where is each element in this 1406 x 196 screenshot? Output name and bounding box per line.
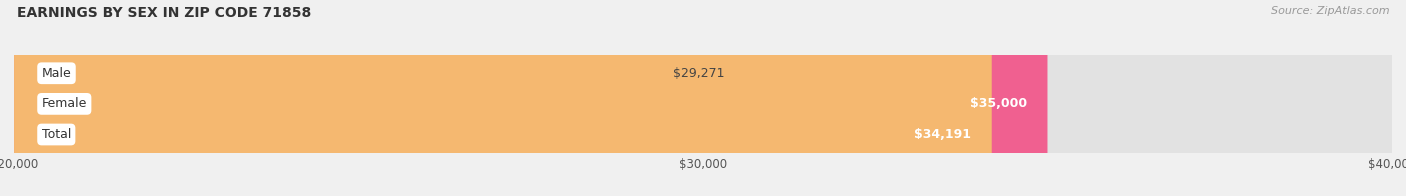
FancyBboxPatch shape xyxy=(14,0,991,196)
FancyBboxPatch shape xyxy=(14,0,1392,196)
Text: $35,000: $35,000 xyxy=(970,97,1026,110)
Text: Total: Total xyxy=(42,128,70,141)
FancyBboxPatch shape xyxy=(14,0,1047,196)
Text: Female: Female xyxy=(42,97,87,110)
Text: Male: Male xyxy=(42,67,72,80)
FancyBboxPatch shape xyxy=(14,0,652,196)
FancyBboxPatch shape xyxy=(14,0,1392,196)
Text: Source: ZipAtlas.com: Source: ZipAtlas.com xyxy=(1271,6,1389,16)
Text: EARNINGS BY SEX IN ZIP CODE 71858: EARNINGS BY SEX IN ZIP CODE 71858 xyxy=(17,6,311,20)
Text: $29,271: $29,271 xyxy=(673,67,725,80)
Text: $34,191: $34,191 xyxy=(914,128,972,141)
FancyBboxPatch shape xyxy=(14,0,1392,196)
